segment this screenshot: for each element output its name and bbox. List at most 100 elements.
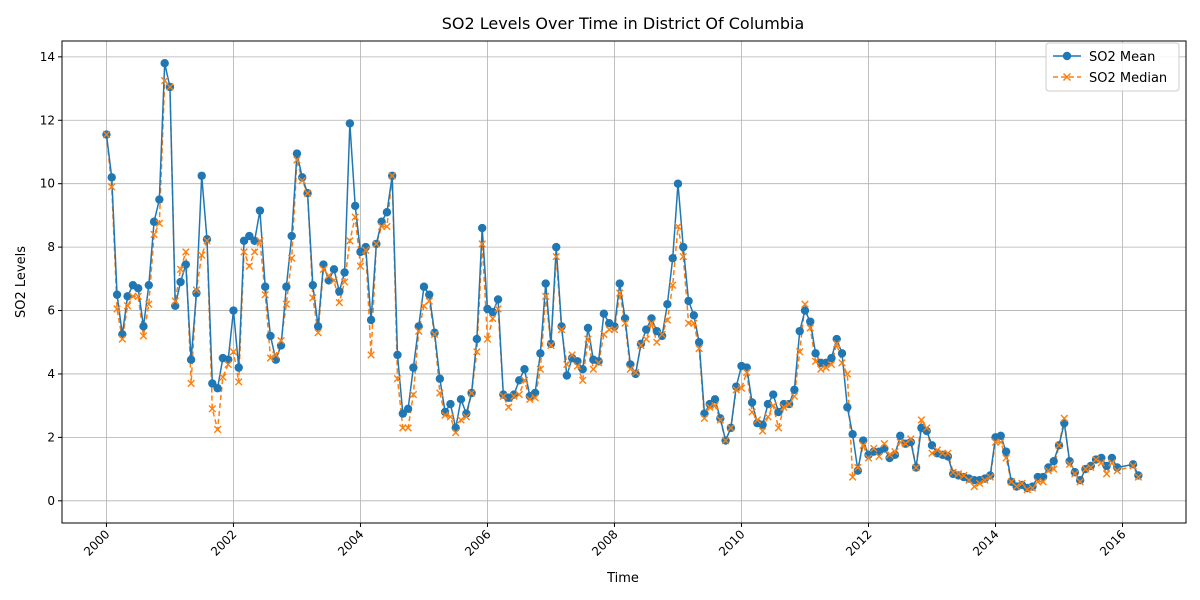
median-point xyxy=(1012,482,1021,491)
median-point xyxy=(176,265,185,274)
y-tick-label: 8 xyxy=(47,240,55,254)
mean-point xyxy=(541,279,550,288)
median-point xyxy=(848,473,857,481)
mean-point xyxy=(800,306,810,315)
median-point xyxy=(287,254,296,263)
mean-point xyxy=(943,452,953,461)
median-point xyxy=(753,416,762,424)
mean-point xyxy=(996,431,1005,440)
median-point xyxy=(790,392,799,400)
median-point xyxy=(488,314,497,323)
median-point xyxy=(817,365,825,373)
mean-point xyxy=(176,277,185,287)
median-point xyxy=(414,327,423,335)
mean-point xyxy=(710,395,720,404)
median-point xyxy=(171,297,180,305)
median-point xyxy=(690,319,698,328)
mean-point xyxy=(456,395,466,404)
median-point xyxy=(965,476,973,484)
mean-point xyxy=(536,349,545,358)
series-layer xyxy=(102,59,1143,494)
median-point xyxy=(346,236,354,245)
median-point xyxy=(653,338,661,347)
mean-point xyxy=(261,282,270,291)
mean-point xyxy=(229,306,238,315)
median-point xyxy=(658,330,666,339)
mean-point xyxy=(583,323,593,333)
median-point xyxy=(372,240,381,248)
median-point xyxy=(1065,460,1074,469)
mean-point xyxy=(657,331,667,341)
median-point xyxy=(944,449,952,458)
y-axis-ticks: 0 2 4 6 8 10 12 14 xyxy=(40,50,62,508)
mean-point xyxy=(700,409,709,418)
median-point xyxy=(155,219,164,228)
mean-point xyxy=(546,339,556,349)
median-point xyxy=(774,424,783,432)
mean-point xyxy=(335,287,344,296)
median-point xyxy=(303,189,312,198)
median-point xyxy=(1097,458,1106,467)
y-tick-label: 14 xyxy=(40,50,55,64)
median-point xyxy=(192,286,201,294)
median-point xyxy=(166,83,174,91)
mean-point xyxy=(763,399,773,409)
mean-point xyxy=(313,322,323,331)
median-point xyxy=(869,444,878,453)
median-point xyxy=(642,335,651,343)
mean-point xyxy=(266,331,275,341)
mean-point xyxy=(350,201,360,211)
median-point xyxy=(1129,462,1137,470)
median-point xyxy=(780,403,788,412)
median-point xyxy=(785,400,793,408)
median-point xyxy=(1044,466,1053,475)
mean-point xyxy=(123,292,132,301)
mean-point xyxy=(139,322,148,331)
median-point xyxy=(510,392,518,400)
y-tick-label: 2 xyxy=(47,430,55,444)
median-point xyxy=(928,449,936,458)
median-point xyxy=(139,332,148,340)
median-point xyxy=(1108,458,1116,467)
median-point xyxy=(1071,470,1079,478)
mean-point xyxy=(462,409,471,418)
median-point xyxy=(457,416,465,424)
median-point xyxy=(213,425,222,434)
mean-point xyxy=(107,173,116,182)
mean-point xyxy=(144,280,154,290)
mean-point xyxy=(1065,456,1074,466)
median-point xyxy=(245,262,254,270)
mean-point xyxy=(345,119,355,128)
mean-point xyxy=(1070,468,1080,477)
mean-point xyxy=(769,390,778,399)
mean-point xyxy=(684,296,693,306)
mean-point xyxy=(171,301,180,310)
mean-point xyxy=(790,385,799,395)
mean-point xyxy=(202,234,212,244)
mean-point xyxy=(197,171,206,180)
mean-point xyxy=(1102,461,1111,471)
mean-point xyxy=(186,355,196,364)
mean-point xyxy=(843,403,852,412)
y-tick-label: 12 xyxy=(40,113,55,127)
mean-point xyxy=(679,242,688,252)
y-tick-label: 0 xyxy=(47,494,55,508)
mean-point xyxy=(647,314,656,323)
median-point xyxy=(742,368,751,377)
mean-point xyxy=(1075,475,1085,485)
median-point xyxy=(568,351,576,359)
median-point xyxy=(1134,473,1143,481)
mean-point xyxy=(493,295,503,304)
median-point xyxy=(547,341,555,350)
mean-point xyxy=(430,328,439,337)
median-point xyxy=(340,278,349,286)
mean-point xyxy=(425,290,434,299)
mean-point xyxy=(827,353,836,363)
mean-point xyxy=(922,426,931,436)
mean-point xyxy=(451,423,460,433)
mean-point xyxy=(319,260,328,269)
mean-point xyxy=(642,325,651,334)
mean-point xyxy=(276,341,286,350)
median-point xyxy=(912,463,920,472)
